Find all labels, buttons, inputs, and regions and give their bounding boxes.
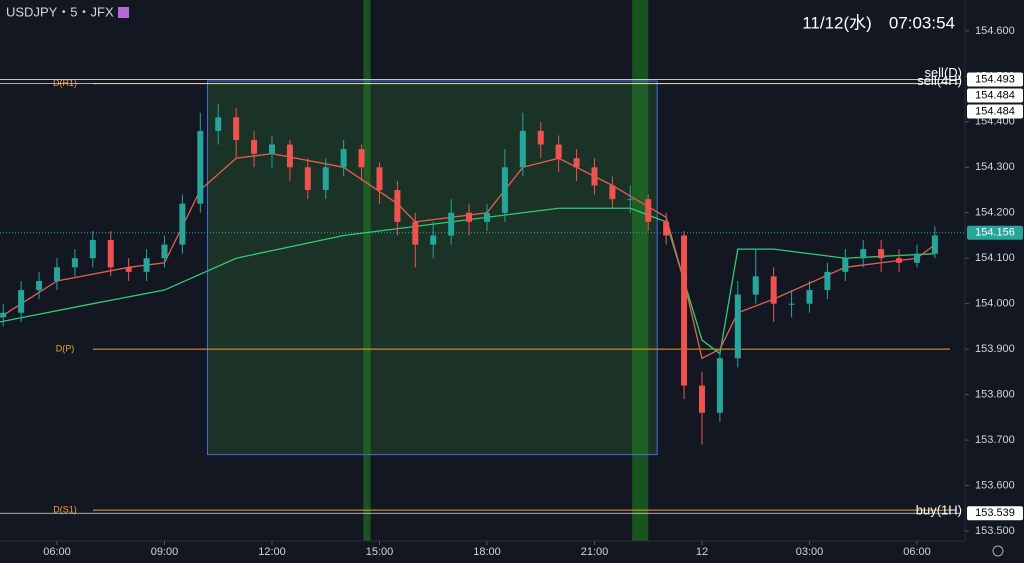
candle-body (36, 280, 43, 291)
candle-body (788, 303, 795, 305)
candle-body (770, 276, 777, 304)
clock: 11/12(水) 07:03:54 (802, 13, 955, 32)
candle-body (734, 294, 741, 359)
candle-body (268, 144, 275, 154)
candle-body (842, 258, 849, 272)
y-tick-label: 154.600 (975, 25, 1015, 37)
candle-body (179, 203, 186, 245)
candle-body (161, 244, 168, 259)
y-tick-label: 154.200 (975, 207, 1015, 219)
pivot-label: D(R1) (53, 78, 77, 88)
order-label: sell(4H) (917, 73, 962, 88)
candle-body (71, 258, 78, 268)
price-tag-label: 154.484 (975, 105, 1015, 117)
y-tick-label: 153.500 (975, 525, 1015, 537)
candle-body (860, 249, 867, 259)
candle-body (878, 249, 885, 259)
range-box (206, 80, 658, 456)
candle-body (555, 144, 562, 159)
candle-body (519, 130, 526, 168)
candle-body (573, 158, 580, 168)
symbol-flag[interactable] (118, 7, 129, 18)
candle-body (591, 167, 598, 186)
x-tick-label: 06:00 (43, 546, 71, 558)
price-tag-label: 153.539 (975, 507, 1015, 519)
candle-body (107, 240, 114, 268)
candle-body (340, 149, 347, 168)
order-label: sell(D) (924, 65, 962, 80)
candle-body (286, 144, 293, 168)
candle-body (752, 276, 759, 295)
candle-body (645, 199, 652, 222)
candle-body (0, 312, 7, 318)
candle-body (430, 235, 437, 245)
candle-body (376, 167, 383, 191)
price-tag (967, 506, 1023, 521)
candle-body (322, 167, 329, 191)
price-tag-label: 154.156 (975, 227, 1015, 239)
candle-body (304, 167, 311, 191)
candle-body (663, 221, 670, 236)
candle-body (394, 190, 401, 222)
x-tick-label: 21:00 (581, 546, 609, 558)
y-tick-label: 154.400 (975, 116, 1015, 128)
candle-body (681, 235, 688, 386)
candle-body (698, 385, 705, 413)
candle-body (358, 149, 365, 168)
x-tick-label: 12:00 (258, 546, 286, 558)
y-tick-label: 154.100 (975, 252, 1015, 264)
x-tick-label: 18:00 (473, 546, 501, 558)
price-tag (967, 225, 1023, 240)
y-tick-label: 154.000 (975, 298, 1015, 310)
settings-icon[interactable] (992, 545, 1004, 557)
candle-body (412, 221, 419, 245)
candle-body (251, 140, 258, 154)
x-tick-label: 09:00 (151, 546, 179, 558)
candle-body (215, 117, 222, 131)
pivot-label: D(P) (56, 344, 75, 354)
candle-body (53, 267, 60, 281)
candle-body (448, 212, 455, 236)
candle-body (18, 290, 25, 313)
price-tag-label: 154.484 (975, 89, 1015, 101)
candle-body (125, 267, 132, 272)
candle-body (806, 290, 813, 304)
candle-body (913, 253, 920, 263)
session-highlight (632, 0, 649, 541)
candle-body (537, 130, 544, 145)
candle-body (197, 130, 204, 204)
candle-body (89, 240, 96, 259)
candle-body (466, 212, 473, 222)
y-tick-label: 153.800 (975, 389, 1015, 401)
candle-body (233, 117, 240, 141)
price-tag (967, 72, 1023, 87)
order-label: buy(1H) (916, 503, 962, 518)
candle-body (143, 258, 150, 272)
candle-body (896, 258, 903, 263)
price-tag-label: 154.493 (975, 73, 1015, 85)
session-highlight (363, 0, 371, 541)
y-tick-label: 153.700 (975, 434, 1015, 446)
candle-body (609, 185, 616, 200)
pivot-label: D(S1) (53, 504, 77, 514)
x-tick-label: 03:00 (796, 546, 824, 558)
symbol-title: USDJPY・5・JFX (6, 4, 114, 19)
plot-area: D(R1) D(P) D(S1) (0, 0, 965, 541)
price-tag (967, 104, 1023, 119)
price-tag (967, 88, 1023, 103)
candle-body (931, 235, 938, 254)
y-tick-label: 154.300 (975, 161, 1015, 173)
x-tick-label: 06:00 (903, 546, 931, 558)
candle-body (627, 199, 634, 201)
candle-body (483, 212, 490, 222)
candle-body (501, 167, 508, 213)
x-tick-label: 15:00 (366, 546, 394, 558)
y-tick-label: 153.600 (975, 479, 1015, 491)
x-tick-label: 12 (696, 546, 708, 558)
candle-body (716, 358, 723, 413)
candle-body (824, 271, 831, 291)
y-tick-label: 153.900 (975, 343, 1015, 355)
